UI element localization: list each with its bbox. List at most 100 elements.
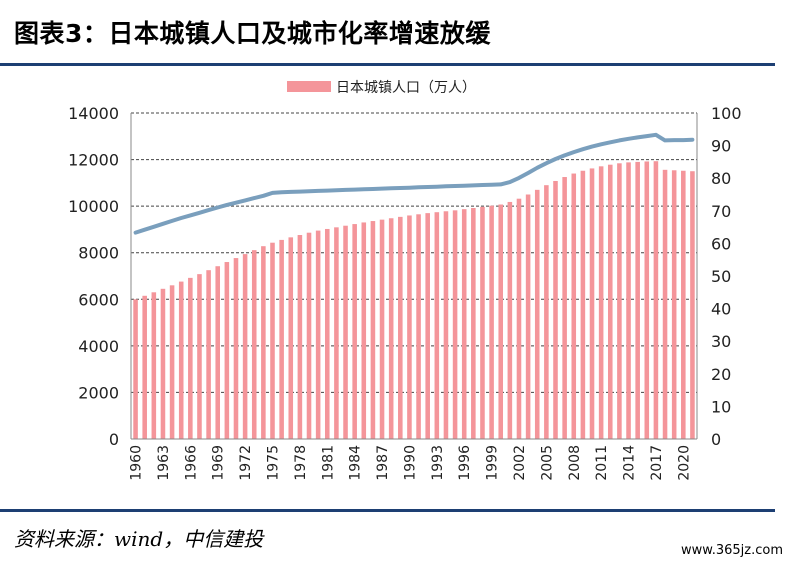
left-tick-label: 0: [109, 430, 119, 449]
bar: [178, 281, 184, 439]
x-tick-label: 1984: [348, 445, 364, 481]
bar: [352, 224, 357, 439]
bar: [681, 170, 686, 439]
bar: [635, 161, 640, 439]
bar: [461, 209, 467, 439]
bar: [343, 225, 348, 439]
bar: [653, 161, 659, 440]
right-tick-label: 60: [711, 234, 731, 253]
bar: [206, 270, 211, 439]
left-axis-tick-labels: 0 2000 4000 6000 8000 10000 12000 14000: [68, 104, 119, 449]
axes: [130, 113, 698, 440]
bar: [480, 206, 485, 439]
bar: [270, 242, 275, 439]
right-tick-label: 40: [711, 300, 731, 319]
bar-series: [133, 161, 695, 440]
bar: [398, 216, 403, 439]
x-tick-label: 1987: [375, 445, 391, 481]
x-tick-label: 1981: [320, 445, 336, 481]
bar: [242, 254, 248, 439]
bar: [434, 212, 440, 439]
bar: [671, 170, 677, 439]
x-tick-label: 1996: [457, 445, 473, 481]
bar: [261, 246, 266, 439]
bar: [361, 222, 367, 439]
bar: [690, 171, 695, 439]
right-tick-label: 70: [711, 202, 731, 221]
bar: [188, 277, 193, 439]
bar: [334, 227, 339, 439]
bar: [617, 163, 622, 439]
bar: [525, 194, 531, 439]
page-title: 图表3：日本城镇人口及城市化率增速放缓: [14, 19, 491, 48]
x-tick-label: 1975: [266, 445, 282, 481]
header-rule: [0, 63, 775, 66]
x-tick-label: 1993: [430, 445, 446, 481]
bar: [598, 166, 604, 439]
bar: [534, 189, 540, 439]
x-tick-label: 2002: [512, 445, 528, 481]
bar: [251, 250, 257, 439]
x-tick-label: 2014: [622, 445, 638, 481]
left-tick-label: 8000: [78, 244, 119, 263]
right-tick-label: 90: [711, 137, 731, 156]
bar: [644, 161, 650, 439]
bar: [607, 164, 613, 439]
left-tick-label: 6000: [78, 290, 119, 309]
bar: [589, 168, 595, 440]
x-tick-label: 1963: [156, 445, 172, 481]
bar: [324, 228, 330, 439]
bar: [169, 285, 175, 439]
left-tick-label: 4000: [78, 337, 119, 356]
legend-label: 日本城镇人口（万人）: [336, 80, 476, 96]
bar: [142, 295, 147, 439]
bar: [215, 266, 221, 439]
left-tick-label: 14000: [68, 104, 119, 123]
bar: [279, 239, 284, 439]
bar: [580, 170, 586, 439]
watermark: www.365jz.com: [681, 543, 783, 558]
bar: [507, 201, 513, 439]
bar: [388, 218, 394, 439]
bar: [626, 162, 631, 439]
right-axis-tick-labels: 0 10 20 30 40 50 60 70 80 90 100: [711, 104, 742, 449]
right-tick-label: 20: [711, 365, 731, 384]
bar: [315, 230, 321, 439]
bar: [452, 210, 458, 439]
legend: 日本城镇人口（万人）: [287, 80, 476, 96]
bar: [553, 180, 558, 439]
urbanization-rate-line: [133, 132, 695, 235]
left-tick-label: 10000: [68, 197, 119, 216]
right-tick-label: 10: [711, 397, 731, 416]
x-tick-label: 1990: [402, 445, 418, 481]
bar: [416, 214, 421, 439]
bar: [379, 219, 385, 439]
bar: [224, 262, 230, 439]
bar: [516, 198, 522, 439]
bar: [306, 232, 312, 439]
bar: [571, 173, 577, 439]
x-tick-label: 2020: [676, 445, 692, 481]
x-tick-label: 1972: [238, 445, 254, 481]
bar: [197, 274, 202, 439]
right-tick-label: 80: [711, 169, 731, 188]
x-tick-label: 2017: [649, 445, 665, 481]
bar: [662, 169, 668, 439]
bar: [288, 237, 294, 439]
bar: [407, 215, 412, 439]
left-tick-label: 12000: [68, 151, 119, 170]
footer-rule: [0, 509, 775, 512]
right-tick-label: 100: [711, 104, 742, 123]
line-series: [133, 132, 695, 235]
bar: [443, 211, 449, 439]
left-tick-label: 2000: [78, 383, 119, 402]
x-tick-label: 2005: [539, 445, 555, 481]
right-tick-label: 0: [711, 430, 721, 449]
bar: [233, 258, 239, 439]
bar: [151, 292, 157, 439]
bar: [160, 288, 166, 439]
right-tick-label: 30: [711, 332, 731, 351]
x-tick-label: 2008: [567, 445, 583, 481]
legend-swatch: [287, 81, 331, 92]
bar: [425, 213, 430, 439]
